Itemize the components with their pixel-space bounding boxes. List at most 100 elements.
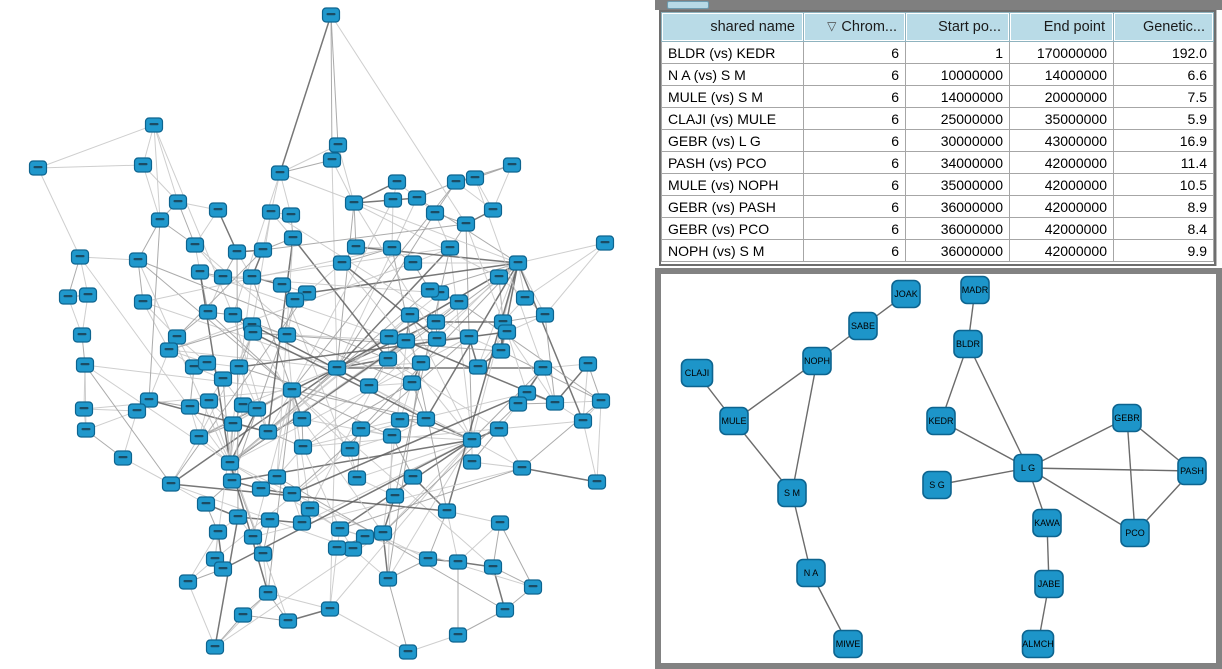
table-cell[interactable]: CLAJI (vs) MULE: [661, 107, 804, 130]
table-row[interactable]: MULE (vs) S M 6 14000000 20000000 7.5: [661, 85, 1214, 108]
network-node[interactable]: [113, 450, 133, 466]
network-node[interactable]: [159, 342, 179, 358]
network-node[interactable]: [495, 602, 515, 618]
network-node[interactable]: [283, 230, 303, 246]
network-node[interactable]: [233, 607, 253, 623]
table-cell[interactable]: 6: [803, 129, 906, 152]
table-cell[interactable]: 42000000: [1009, 239, 1114, 262]
network-node[interactable]: [456, 216, 476, 232]
subnetwork-node-PASH[interactable]: PASH: [1177, 456, 1207, 486]
subnetwork-node-JABE[interactable]: JABE: [1034, 569, 1064, 599]
table-cell[interactable]: 11.4: [1113, 151, 1214, 174]
column-header-chrom[interactable]: ▽ Chrom...: [803, 12, 906, 42]
network-node[interactable]: [327, 360, 347, 376]
table-cell[interactable]: 36000000: [905, 217, 1010, 240]
network-node[interactable]: [251, 481, 271, 497]
network-node[interactable]: [213, 371, 233, 387]
table-cell[interactable]: 6: [803, 151, 906, 174]
table-cell[interactable]: 42000000: [1009, 151, 1114, 174]
table-cell[interactable]: 42000000: [1009, 195, 1114, 218]
network-node[interactable]: [448, 554, 468, 570]
table-cell[interactable]: 10.5: [1113, 173, 1214, 196]
network-node[interactable]: [247, 401, 267, 417]
network-node[interactable]: [465, 170, 485, 186]
table-scrollbar-track[interactable]: [1216, 10, 1222, 266]
table-cell[interactable]: 6: [803, 239, 906, 262]
network-node[interactable]: [127, 403, 147, 419]
network-node[interactable]: [437, 503, 457, 519]
table-cell[interactable]: 6: [803, 173, 906, 196]
network-node[interactable]: [330, 521, 350, 537]
network-node[interactable]: [242, 269, 262, 285]
table-cell[interactable]: N A (vs) S M: [661, 63, 804, 86]
network-node[interactable]: [58, 289, 78, 305]
network-node[interactable]: [133, 157, 153, 173]
subnetwork-node-ALMCH[interactable]: ALMCH: [1021, 629, 1055, 659]
network-node[interactable]: [328, 137, 348, 153]
subnetwork-node-SG[interactable]: S G: [922, 470, 952, 500]
table-cell[interactable]: MULE (vs) S M: [661, 85, 804, 108]
network-node[interactable]: [223, 416, 243, 432]
network-node[interactable]: [468, 359, 488, 375]
network-node[interactable]: [407, 190, 427, 206]
table-cell[interactable]: MULE (vs) NOPH: [661, 173, 804, 196]
table-cell[interactable]: 43000000: [1009, 129, 1114, 152]
network-node[interactable]: [578, 356, 598, 372]
table-cell[interactable]: 42000000: [1009, 173, 1114, 196]
network-node[interactable]: [320, 601, 340, 617]
table-cell[interactable]: 7.5: [1113, 85, 1214, 108]
network-node[interactable]: [359, 378, 379, 394]
network-node[interactable]: [292, 411, 312, 427]
network-node[interactable]: [378, 351, 398, 367]
network-node[interactable]: [223, 307, 243, 323]
network-node[interactable]: [416, 411, 436, 427]
subnetwork-edge-BLDR-LG[interactable]: [967, 343, 1029, 469]
network-node[interactable]: [227, 244, 247, 260]
network-node[interactable]: [491, 343, 511, 359]
network-node[interactable]: [591, 393, 611, 409]
table-cell[interactable]: 6: [803, 107, 906, 130]
network-node[interactable]: [523, 579, 543, 595]
table-row[interactable]: NOPH (vs) S M 6 36000000 42000000 9.9: [661, 239, 1214, 262]
subnetwork-node-JOAK[interactable]: JOAK: [891, 279, 921, 309]
network-node[interactable]: [595, 235, 615, 251]
subnetwork-edge-SG-LG[interactable]: [936, 467, 1029, 486]
table-cell[interactable]: 9.9: [1113, 239, 1214, 262]
subnetwork-node-MIWE[interactable]: MIWE: [833, 629, 863, 659]
network-node[interactable]: [535, 307, 555, 323]
network-node[interactable]: [229, 359, 249, 375]
network-node[interactable]: [196, 496, 216, 512]
network-node[interactable]: [462, 454, 482, 470]
network-node[interactable]: [340, 441, 360, 457]
network-node[interactable]: [403, 469, 423, 485]
table-cell[interactable]: GEBR (vs) L G: [661, 129, 804, 152]
subnetwork-edge-LG-GEBR[interactable]: [1027, 417, 1128, 469]
network-node[interactable]: [587, 474, 607, 490]
table-cell[interactable]: NOPH (vs) S M: [661, 239, 804, 262]
table-cell[interactable]: 36000000: [905, 195, 1010, 218]
table-tab-chip[interactable]: [667, 1, 709, 9]
network-node[interactable]: [355, 529, 375, 545]
column-header-sharedname[interactable]: shared name: [661, 12, 804, 42]
network-node[interactable]: [573, 413, 593, 429]
network-node[interactable]: [167, 329, 187, 345]
network-node[interactable]: [508, 396, 528, 412]
network-node[interactable]: [133, 294, 153, 310]
table-cell[interactable]: 14000000: [1009, 63, 1114, 86]
network-node[interactable]: [161, 476, 181, 492]
network-node[interactable]: [208, 202, 228, 218]
table-cell[interactable]: 1: [905, 41, 1010, 64]
network-node[interactable]: [144, 117, 164, 133]
network-node[interactable]: [383, 192, 403, 208]
table-row[interactable]: BLDR (vs) KEDR 6 1 170000000 192.0: [661, 41, 1214, 64]
table-cell[interactable]: 35000000: [1009, 107, 1114, 130]
table-cell[interactable]: 6: [803, 41, 906, 64]
network-node[interactable]: [426, 314, 446, 330]
network-node[interactable]: [347, 470, 367, 486]
subnetwork-edge-LG-PCO[interactable]: [1027, 467, 1136, 534]
subnetwork-edge-GEBR-PCO[interactable]: [1126, 417, 1136, 534]
network-node[interactable]: [502, 157, 522, 173]
column-header-endpoint[interactable]: End point: [1009, 12, 1114, 42]
network-node[interactable]: [74, 401, 94, 417]
